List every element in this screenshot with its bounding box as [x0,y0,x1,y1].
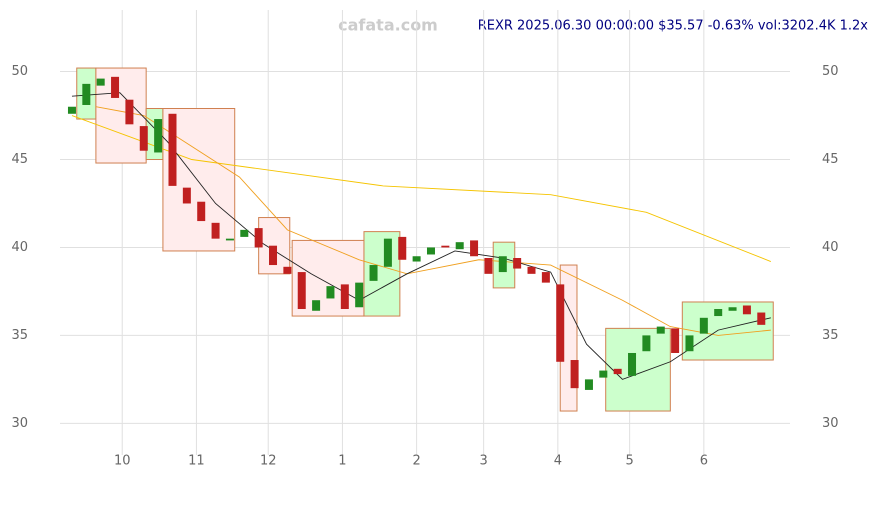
candle [642,335,651,352]
candle [312,300,321,311]
y-tick-label: 45 [11,152,28,167]
y-tick-label: 50 [822,64,839,79]
moving-average [71,92,771,380]
candle [685,335,694,352]
x-tick-label: 12 [260,454,277,469]
x-tick-label: 10 [114,454,131,469]
candle [211,222,220,239]
candle [269,245,278,266]
candle [197,201,206,222]
range-box [363,231,401,317]
y-tick-label: 45 [822,152,839,167]
y-tick-label: 50 [11,64,28,79]
candle [398,236,407,260]
moving-average [95,106,771,336]
candle [455,242,464,250]
candle [484,258,493,274]
watermark: cafata.com [338,16,438,35]
candle [182,187,191,204]
candle [139,126,148,151]
candle [369,265,378,281]
candle [742,305,751,315]
candle [67,106,76,114]
candle [656,326,665,334]
y-tick-label: 35 [822,328,839,343]
candle [125,99,134,125]
candle [240,229,249,237]
x-tick-label: 11 [188,454,205,469]
candle [82,83,91,105]
y-tick-label: 40 [822,240,839,255]
candle [570,360,579,389]
y-tick-label: 30 [11,416,28,431]
x-tick-label: 2 [412,454,420,469]
candle [355,282,364,308]
candle [628,352,637,376]
candle [225,238,234,241]
candle [513,258,522,269]
candle [412,256,421,262]
candle [498,256,507,273]
candle [613,368,622,375]
candle [714,309,723,317]
candle [168,113,177,186]
candle [426,247,435,255]
candle [297,272,306,310]
candle [441,245,450,248]
range-box [95,67,147,164]
x-tick-label: 4 [554,454,562,469]
candle [599,370,608,378]
candle [283,266,292,274]
candle [326,286,335,299]
candle [699,317,708,334]
candle [96,78,105,86]
y-tick-label: 40 [11,240,28,255]
chart-title: REXR 2025.06.30 00:00:00 $35.57 -0.63% v… [478,19,869,34]
candle [584,379,593,390]
candle [340,284,349,310]
candle [728,307,737,311]
candle [527,266,536,274]
x-tick-label: 5 [625,454,633,469]
y-tick-label: 30 [822,416,839,431]
candle [470,240,479,257]
candle [383,238,392,267]
y-tick-label: 35 [11,328,28,343]
candle [671,328,680,353]
candle [111,76,120,98]
candle [154,119,163,153]
candle [541,272,550,283]
candle [556,284,565,362]
candle [254,228,263,248]
x-tick-label: 1 [338,454,346,469]
x-tick-label: 6 [700,454,708,469]
candle [757,312,766,325]
x-tick-label: 3 [479,454,487,469]
